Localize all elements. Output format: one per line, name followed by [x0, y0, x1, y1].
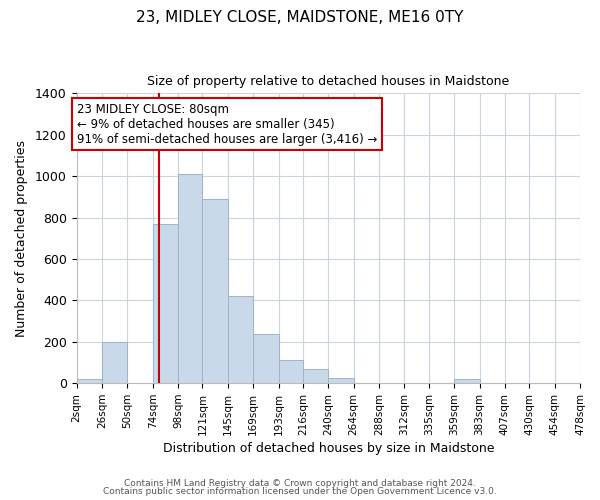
Title: Size of property relative to detached houses in Maidstone: Size of property relative to detached ho… — [147, 75, 509, 88]
Text: Contains HM Land Registry data © Crown copyright and database right 2024.: Contains HM Land Registry data © Crown c… — [124, 478, 476, 488]
Bar — [77, 379, 102, 383]
Text: Contains public sector information licensed under the Open Government Licence v3: Contains public sector information licen… — [103, 487, 497, 496]
Bar — [228, 296, 253, 383]
Text: 23 MIDLEY CLOSE: 80sqm
← 9% of detached houses are smaller (345)
91% of semi-det: 23 MIDLEY CLOSE: 80sqm ← 9% of detached … — [77, 102, 377, 146]
Bar — [152, 224, 178, 383]
Bar — [102, 342, 127, 383]
Bar — [303, 368, 328, 383]
Bar — [278, 360, 303, 383]
Bar — [202, 199, 228, 383]
Text: 23, MIDLEY CLOSE, MAIDSTONE, ME16 0TY: 23, MIDLEY CLOSE, MAIDSTONE, ME16 0TY — [136, 10, 464, 25]
Bar — [454, 379, 479, 383]
Bar — [328, 378, 353, 383]
Bar — [178, 174, 202, 383]
X-axis label: Distribution of detached houses by size in Maidstone: Distribution of detached houses by size … — [163, 442, 494, 455]
Y-axis label: Number of detached properties: Number of detached properties — [15, 140, 28, 337]
Bar — [253, 334, 278, 383]
